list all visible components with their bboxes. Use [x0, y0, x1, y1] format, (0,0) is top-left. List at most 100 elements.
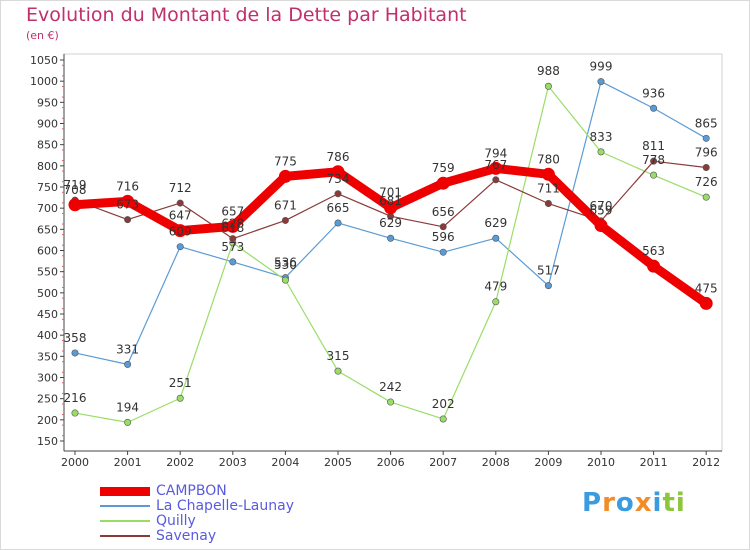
data-label: 242 — [379, 380, 402, 394]
legend-swatch — [100, 505, 150, 507]
y-tick-label: 1050 — [30, 54, 58, 67]
data-point — [439, 415, 447, 423]
data-point — [489, 161, 503, 175]
data-label: 656 — [432, 205, 455, 219]
proxiti-logo: Proxiti — [582, 488, 686, 518]
x-tick-label: 2001 — [114, 456, 142, 469]
y-tick-label: 950 — [37, 96, 58, 109]
y-tick-label: 350 — [37, 350, 58, 363]
data-label: 673 — [116, 198, 139, 212]
data-label: 833 — [590, 130, 613, 144]
y-tick-label: 400 — [37, 329, 58, 342]
legend-swatch — [100, 487, 150, 496]
data-label: 794 — [484, 146, 507, 160]
data-point — [229, 258, 237, 266]
data-label: 708 — [64, 183, 87, 197]
y-tick-label: 150 — [37, 435, 58, 448]
data-point — [226, 219, 240, 233]
logo-letter: r — [602, 488, 616, 518]
x-tick-label: 2011 — [640, 456, 668, 469]
data-label: 865 — [695, 116, 718, 130]
data-label: 475 — [695, 281, 718, 295]
data-point — [594, 219, 608, 233]
legend-item: La Chapelle-Launay — [100, 499, 360, 514]
data-point — [173, 224, 187, 238]
data-point — [436, 176, 450, 190]
data-label: 712 — [169, 181, 192, 195]
y-tick-label: 900 — [37, 118, 58, 131]
data-point — [439, 223, 447, 231]
data-point — [702, 164, 710, 172]
y-tick-label: 550 — [37, 266, 58, 279]
data-point — [71, 349, 79, 357]
data-label: 665 — [327, 201, 350, 215]
legend-label: Savenay — [156, 528, 217, 544]
data-label: 701 — [379, 186, 402, 200]
data-label: 716 — [116, 179, 139, 193]
y-tick-label: 800 — [37, 160, 58, 173]
chart-title: Evolution du Montant de la Dette par Hab… — [26, 4, 467, 26]
data-point — [71, 409, 79, 417]
x-tick-label: 2002 — [166, 456, 194, 469]
data-label: 479 — [484, 280, 507, 294]
legend-swatch — [100, 520, 150, 522]
data-label: 681 — [379, 194, 402, 208]
data-label: 315 — [327, 349, 350, 363]
logo-letter: o — [615, 488, 635, 518]
data-label: 202 — [432, 397, 455, 411]
chart-subtitle: (en €) — [26, 29, 59, 42]
data-label: 573 — [221, 240, 244, 254]
data-point — [121, 194, 135, 208]
y-tick-label: 700 — [37, 202, 58, 215]
x-tick-label: 2005 — [324, 456, 352, 469]
data-label: 530 — [274, 258, 297, 272]
data-point — [544, 200, 552, 208]
data-label: 609 — [169, 225, 192, 239]
logo-letter: t — [662, 488, 676, 518]
data-label: 936 — [642, 86, 665, 100]
data-point — [334, 367, 342, 375]
data-label: 734 — [327, 172, 350, 186]
x-tick-label: 2009 — [534, 456, 562, 469]
data-label: 719 — [64, 178, 87, 192]
data-label: 988 — [537, 64, 560, 78]
y-tick-label: 650 — [37, 223, 58, 236]
legend-item: CAMPBON — [100, 484, 360, 499]
data-label: 331 — [116, 342, 139, 356]
data-point — [124, 418, 132, 426]
data-label: 796 — [695, 146, 718, 160]
data-point — [278, 169, 292, 183]
data-label: 358 — [64, 331, 87, 345]
data-point — [597, 148, 605, 156]
data-label: 775 — [274, 154, 297, 168]
data-label: 536 — [274, 256, 297, 270]
data-label: 194 — [116, 400, 139, 414]
y-tick-label: 450 — [37, 308, 58, 321]
data-label: 628 — [221, 217, 244, 231]
legend-item: Quilly — [100, 514, 360, 529]
data-point — [281, 216, 289, 224]
x-tick-label: 2008 — [482, 456, 510, 469]
data-label: 780 — [537, 152, 560, 166]
legend-label: CAMPBON — [156, 483, 227, 499]
data-point — [650, 157, 658, 165]
data-label: 629 — [484, 216, 507, 230]
data-point — [544, 282, 552, 290]
data-label: 670 — [590, 199, 613, 213]
data-point — [68, 198, 82, 212]
data-point — [176, 199, 184, 207]
data-label: 659 — [590, 204, 613, 218]
data-label: 647 — [169, 209, 192, 223]
data-point — [124, 360, 132, 368]
data-point — [492, 298, 500, 306]
y-tick-label: 500 — [37, 287, 58, 300]
chart-legend: CAMPBON La Chapelle-Launay Quilly Savenay — [100, 484, 360, 544]
data-point — [439, 248, 447, 256]
data-label: 657 — [221, 204, 244, 218]
y-tick-label: 250 — [37, 393, 58, 406]
data-point — [650, 104, 658, 112]
logo-letter: x — [634, 488, 653, 518]
y-tick-label: 600 — [37, 245, 58, 258]
y-tick-label: 200 — [37, 414, 58, 427]
